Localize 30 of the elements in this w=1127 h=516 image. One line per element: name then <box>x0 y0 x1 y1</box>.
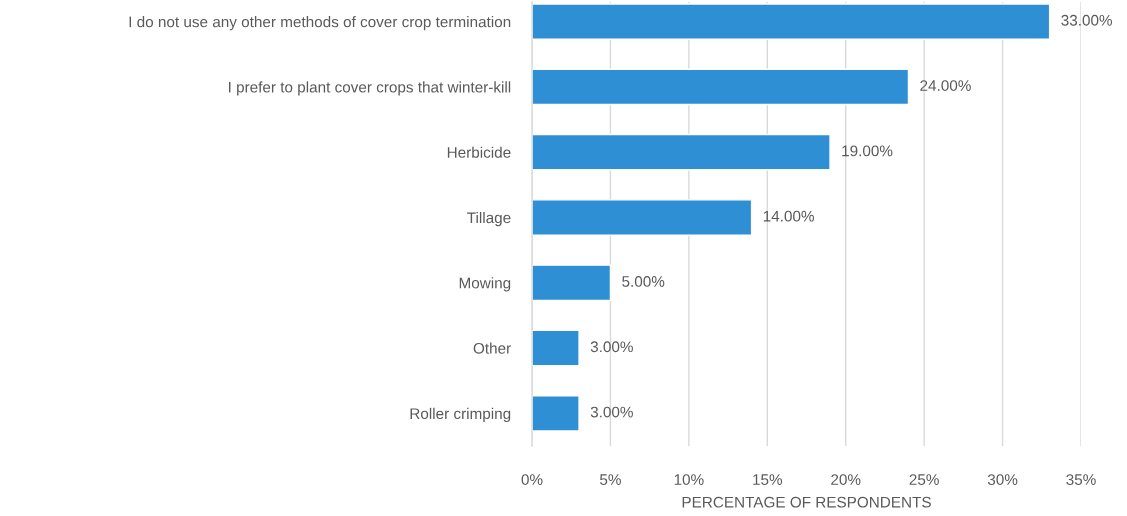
x-tick-label: 20% <box>831 474 861 485</box>
y-tick-label: I prefer to plant cover crops that winter-kill <box>229 81 511 96</box>
bar <box>532 133 831 171</box>
bar <box>532 68 910 106</box>
bar <box>532 329 580 367</box>
data-label: 5.00% <box>622 276 665 287</box>
bar <box>532 3 1051 40</box>
bar <box>532 199 753 236</box>
x-tick-label: 30% <box>987 474 1018 485</box>
data-label: 3.00% <box>590 406 633 418</box>
x-tick-label: 10% <box>674 474 704 485</box>
x-tick-label: 35% <box>1066 474 1096 485</box>
y-tick-label: Mowing <box>459 277 511 292</box>
x-tick-label: 5% <box>600 474 621 485</box>
y-tick-label: Tillage <box>467 211 511 227</box>
x-axis-title: PERCENTAGE OF RESPONDENTS <box>682 496 931 508</box>
y-tick-label: Other <box>473 342 511 354</box>
x-tick-label: 15% <box>753 474 783 485</box>
y-tick-label: Roller crimping <box>410 407 511 423</box>
bar <box>532 395 580 432</box>
x-tick-label: 0% <box>521 474 543 485</box>
x-tick-label: 25% <box>909 474 939 485</box>
bar <box>532 264 612 302</box>
data-label: 14.00% <box>763 210 814 222</box>
data-label: 19.00% <box>842 145 893 157</box>
y-tick-label: Herbicide <box>447 146 511 158</box>
y-tick-label: I do not use any other methods of cover crop termination <box>129 16 511 31</box>
data-label: 24.00% <box>920 80 971 91</box>
data-label: 33.00% <box>1061 14 1113 26</box>
data-label: 3.00% <box>590 341 633 353</box>
